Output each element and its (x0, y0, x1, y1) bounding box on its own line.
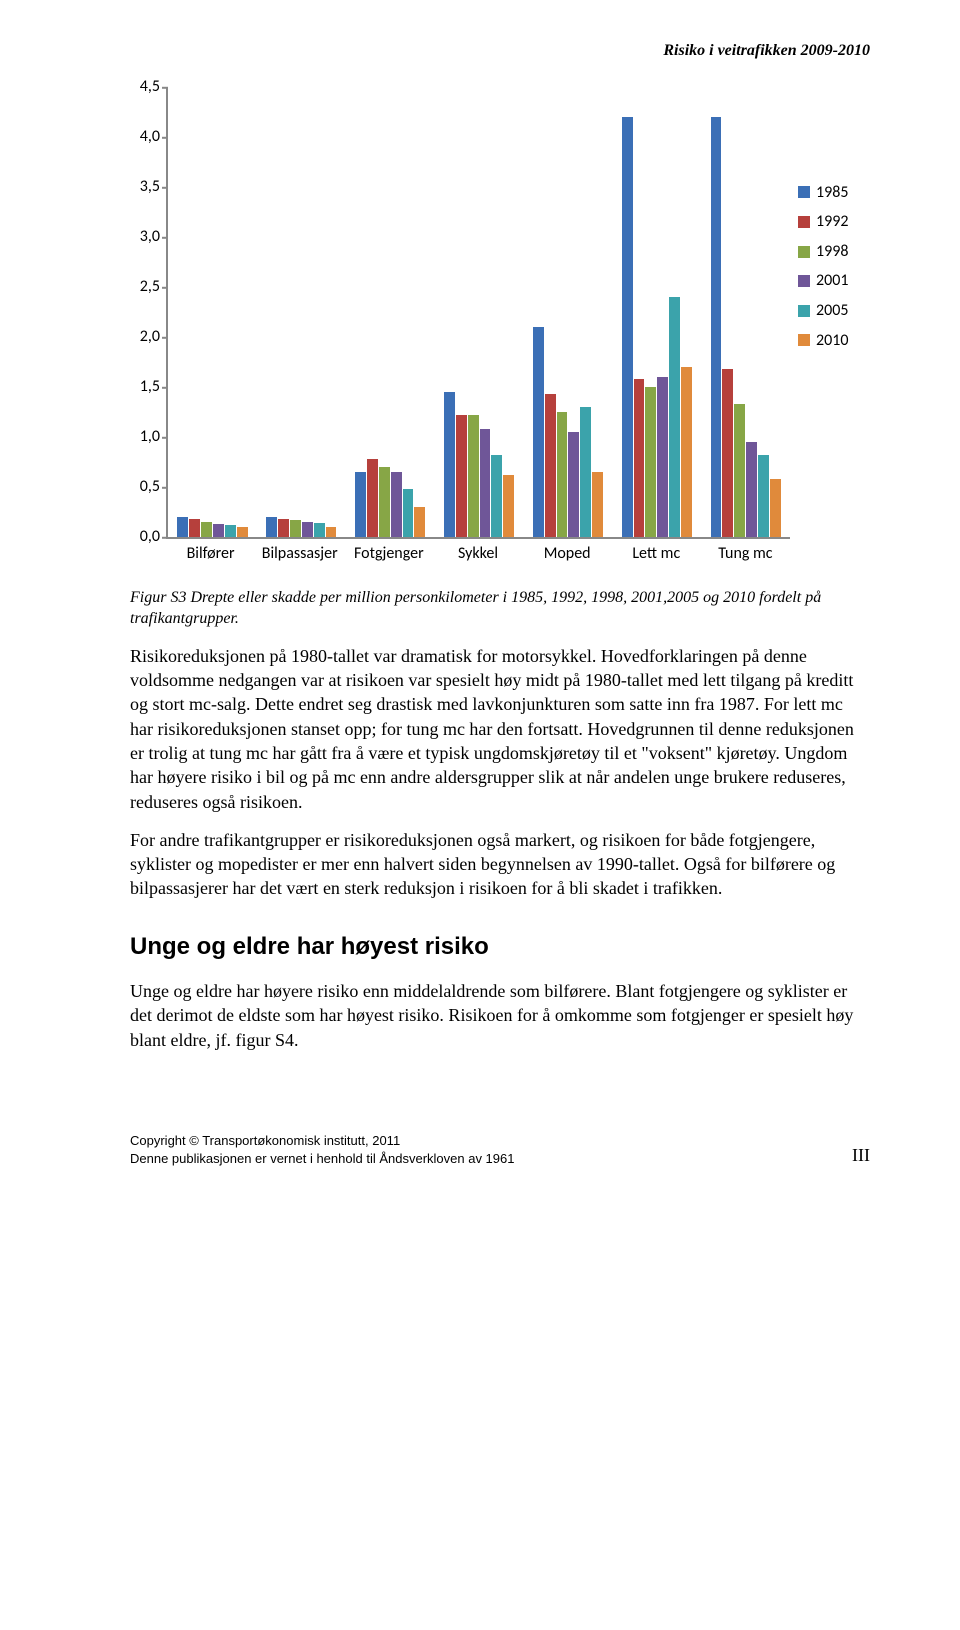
bar (645, 387, 656, 537)
bar (379, 467, 390, 537)
bar (213, 524, 224, 537)
legend-item: 1985 (798, 182, 870, 204)
bar (491, 455, 502, 537)
y-tick: 3,5 (128, 176, 160, 198)
bar (657, 377, 668, 537)
bar (189, 519, 200, 537)
x-label: Fotgjenger (344, 543, 433, 567)
bar (669, 297, 680, 537)
bar (326, 527, 337, 537)
bar (592, 472, 603, 537)
legend-swatch (798, 334, 810, 346)
legend-swatch (798, 305, 810, 317)
bar (746, 442, 757, 537)
bar (367, 459, 378, 537)
bar (391, 472, 402, 537)
bar (444, 392, 455, 537)
bar (580, 407, 591, 537)
legend-swatch (798, 275, 810, 287)
bar (734, 404, 745, 537)
rights-line: Denne publikasjonen er vernet i henhold … (130, 1150, 514, 1168)
legend-label: 1992 (816, 211, 848, 233)
bar (468, 415, 479, 537)
bar (314, 523, 325, 537)
bar (568, 432, 579, 537)
legend-swatch (798, 186, 810, 198)
legend-swatch (798, 216, 810, 228)
legend-label: 2010 (816, 330, 848, 352)
legend-label: 2001 (816, 270, 848, 292)
bar (681, 367, 692, 537)
legend-item: 2005 (798, 300, 870, 322)
y-tick: 2,0 (128, 326, 160, 348)
legend-label: 1985 (816, 182, 848, 204)
bar (278, 519, 289, 537)
y-tick: 1,5 (128, 376, 160, 398)
bar (237, 527, 248, 537)
y-tick: 3,0 (128, 226, 160, 248)
y-tick: 4,0 (128, 126, 160, 148)
section-heading: Unge og eldre har høyest risiko (130, 931, 870, 963)
bar (711, 117, 722, 537)
paragraph: Risikoreduksjonen på 1980-tallet var dra… (130, 644, 870, 814)
bar (201, 522, 212, 537)
x-label: Sykkel (433, 543, 522, 567)
bar (770, 479, 781, 537)
legend-item: 1992 (798, 211, 870, 233)
y-tick: 0,5 (128, 476, 160, 498)
paragraph: For andre trafikantgrupper er risikoredu… (130, 828, 870, 901)
legend-item: 2010 (798, 330, 870, 352)
copyright-line: Copyright © Transportøkonomisk institutt… (130, 1132, 514, 1150)
bar (503, 475, 514, 537)
bar (355, 472, 366, 537)
legend-label: 2005 (816, 300, 848, 322)
x-label: Lett mc (612, 543, 701, 567)
bar (414, 507, 425, 537)
bar (177, 517, 188, 537)
x-label: Tung mc (701, 543, 790, 567)
y-tick: 4,5 (128, 76, 160, 98)
legend-item: 2001 (798, 270, 870, 292)
x-label: Bilpassasjer (255, 543, 344, 567)
legend-swatch (798, 246, 810, 258)
legend-item: 1998 (798, 241, 870, 263)
bar (622, 117, 633, 537)
bar (480, 429, 491, 537)
figure-caption: Figur S3 Drepte eller skadde per million… (130, 587, 870, 630)
legend-label: 1998 (816, 241, 848, 263)
y-tick: 2,5 (128, 276, 160, 298)
page-number: III (852, 1143, 870, 1167)
x-label: Moped (523, 543, 612, 567)
page-footer: Copyright © Transportøkonomisk institutt… (130, 1132, 870, 1167)
running-header: Risiko i veitrafikken 2009-2010 (130, 40, 870, 62)
bar (557, 412, 568, 537)
bar (302, 522, 313, 537)
bar (533, 327, 544, 537)
bar (225, 525, 236, 537)
bar (290, 520, 301, 537)
y-tick: 0,0 (128, 526, 160, 548)
y-tick: 1,0 (128, 426, 160, 448)
bar (403, 489, 414, 537)
x-label: Bilfører (166, 543, 255, 567)
bar (545, 394, 556, 537)
bar (266, 517, 277, 537)
risk-chart: 0,00,51,01,52,02,53,03,54,04,5 BilførerB… (130, 87, 870, 567)
bar (722, 369, 733, 537)
bar (634, 379, 645, 537)
bar (758, 455, 769, 537)
chart-legend: 1985 1992 1998 2001 2005 2010 (798, 182, 870, 360)
paragraph: Unge og eldre har høyere risiko enn midd… (130, 979, 870, 1052)
bar (456, 415, 467, 537)
